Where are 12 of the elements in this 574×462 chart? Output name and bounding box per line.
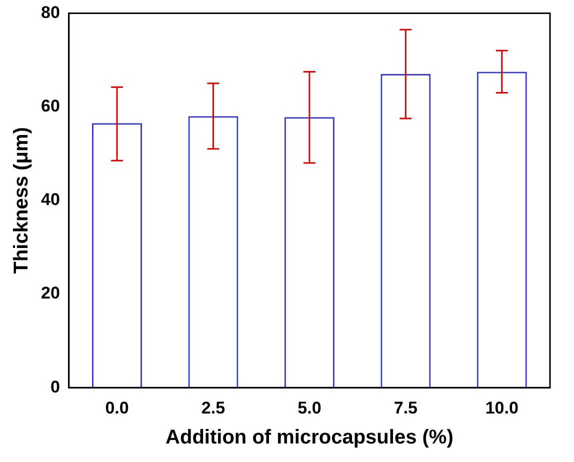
x-tick-label: 10.0 <box>485 398 518 418</box>
x-axis-title: Addition of microcapsules (%) <box>166 426 454 449</box>
y-tick-label: 80 <box>40 2 60 22</box>
y-tick-label: 60 <box>40 96 60 116</box>
x-tick-label: 7.5 <box>394 398 418 418</box>
y-tick-label: 20 <box>40 284 60 303</box>
y-tick-label: 0 <box>50 377 60 396</box>
x-tick-label: 0.0 <box>105 398 129 418</box>
x-tick-label: 5.0 <box>298 398 322 418</box>
y-tick-label: 40 <box>40 190 60 210</box>
y-axis-title: Thickness (μm) <box>10 127 33 274</box>
x-tick-label: 2.5 <box>201 398 226 418</box>
